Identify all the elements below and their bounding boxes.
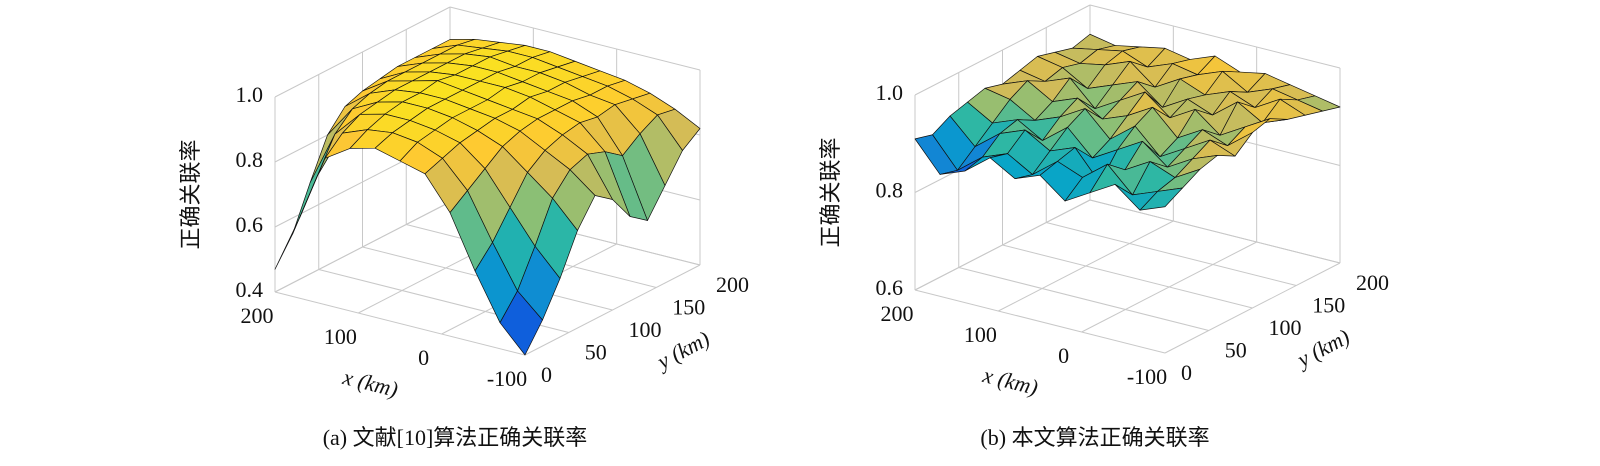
- surface-patch: [499, 290, 543, 356]
- caption: (a) 文献[10]算法正确关联率: [323, 425, 588, 450]
- y-tick-label: 200: [1356, 270, 1389, 295]
- x-tick-label: -100: [1127, 364, 1167, 389]
- floor-grid-line: [1002, 244, 1253, 309]
- z-tick-label: 0.6: [876, 275, 904, 300]
- z-tick-label: 1.0: [876, 80, 904, 105]
- wall-grid-line: [449, 6, 701, 71]
- y-tick-label: 50: [585, 340, 607, 365]
- z-axis-label: 正确关联率: [178, 139, 203, 249]
- x-tick-label: 0: [1058, 343, 1069, 368]
- floor-grid-line: [274, 291, 526, 356]
- z-tick-label: 0.6: [236, 212, 264, 237]
- y-tick-label: 100: [1269, 315, 1302, 340]
- surface-patch: [1139, 187, 1183, 211]
- x-tick-label: -100: [487, 366, 527, 391]
- z-axis-label: 正确关联率: [818, 137, 843, 247]
- wall-grid-line: [274, 201, 451, 293]
- x-tick-label: 100: [964, 322, 997, 347]
- z-tick-label: 0.8: [236, 147, 264, 172]
- y-tick-label: 200: [716, 272, 749, 297]
- x-tick-label: 200: [881, 301, 914, 326]
- y-tick-label: 150: [1312, 293, 1345, 318]
- caption: (b) 本文算法正确关联率: [980, 425, 1209, 450]
- y-tick-label: 100: [629, 317, 662, 342]
- y-tick-label: 0: [541, 362, 552, 387]
- wall-grid-line: [914, 4, 1091, 96]
- wall-grid-line: [1089, 199, 1341, 264]
- z-tick-label: 0.8: [876, 178, 904, 203]
- wall-grid-line: [274, 6, 451, 98]
- y-tick-label: 150: [672, 295, 705, 320]
- x-tick-label: 100: [324, 324, 357, 349]
- y-tick-label: 50: [1225, 338, 1247, 363]
- z-tick-label: 0.4: [236, 277, 264, 302]
- floor-grid-line: [1046, 222, 1297, 286]
- floor-grid-line: [914, 289, 1166, 354]
- wall-grid-line: [914, 199, 1091, 291]
- x-tick-label: 0: [418, 345, 429, 370]
- x-axis-label: x (km): [340, 364, 401, 402]
- y-tick-label: 0: [1181, 360, 1192, 385]
- x-tick-label: 200: [241, 303, 274, 328]
- floor-grid-line: [958, 267, 1209, 331]
- z-tick-label: 1.0: [236, 82, 264, 107]
- wall-grid-line: [1089, 4, 1341, 69]
- x-axis-label: x (km): [980, 362, 1041, 400]
